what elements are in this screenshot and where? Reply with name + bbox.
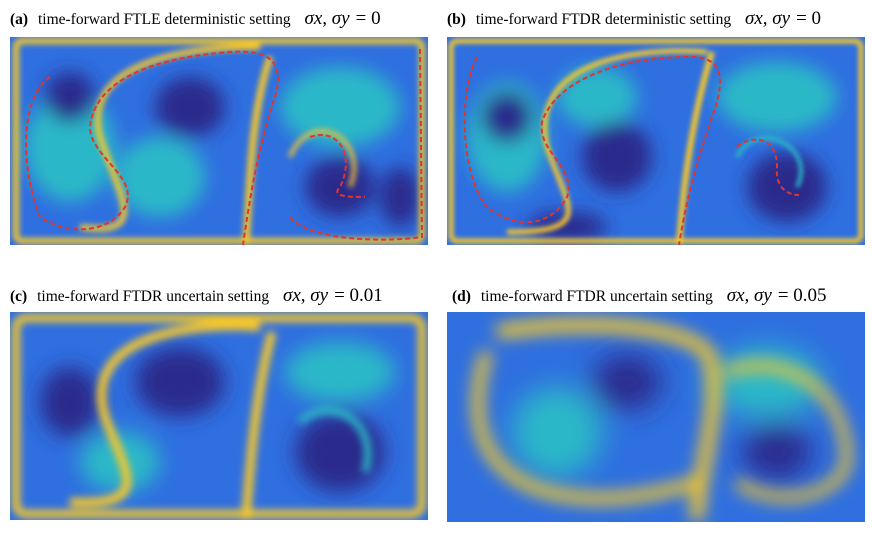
- caption-sigma-value: 0: [811, 8, 822, 29]
- caption-title: time-forward FTLE deterministic setting: [37, 11, 291, 28]
- field-image-c: [10, 312, 428, 520]
- caption-title: time-forward FTDR deterministic setting: [475, 11, 732, 28]
- caption-tag: (c): [10, 288, 28, 305]
- caption-sigma-value: 0.05: [793, 285, 827, 306]
- field-plot-c: [10, 312, 428, 520]
- field-image-a: [10, 37, 428, 245]
- caption-tag: (b): [447, 11, 466, 28]
- caption-d: (d) time-forward FTDR uncertain setting …: [452, 286, 827, 307]
- caption-tag: (a): [10, 11, 29, 28]
- caption-sigma: σx, σy =: [726, 285, 790, 306]
- caption-tag: (d): [452, 288, 471, 305]
- ridge-line: [25, 50, 279, 245]
- ridge-lines: [25, 48, 424, 245]
- ridge-line: [289, 48, 424, 241]
- caption-b: (b) time-forward FTDR deterministic sett…: [447, 9, 821, 30]
- caption-sigma-value: 0: [371, 8, 381, 29]
- caption-c: (c) time-forward FTDR uncertain setting …: [10, 286, 383, 307]
- ridge-line: [463, 55, 721, 245]
- caption-sigma: σx, σy =: [282, 285, 346, 306]
- field-image-b: [447, 37, 865, 245]
- field-plot-a: [10, 37, 428, 245]
- caption-a: (a) time-forward FTLE deterministic sett…: [10, 9, 381, 30]
- ridge-line: [736, 138, 800, 196]
- field-plot-b: [447, 37, 865, 245]
- caption-title: time-forward FTDR uncertain setting: [37, 288, 270, 305]
- caption-sigma: σx, σy =: [304, 8, 368, 29]
- ridge-lines: [463, 55, 800, 245]
- caption-sigma: σx, σy =: [744, 8, 808, 29]
- caption-sigma-value: 0.01: [349, 285, 383, 306]
- field-plot-d: [447, 312, 865, 522]
- ridge-line: [309, 134, 366, 198]
- field-image-d: [447, 312, 865, 522]
- caption-title: time-forward FTDR uncertain setting: [480, 288, 713, 305]
